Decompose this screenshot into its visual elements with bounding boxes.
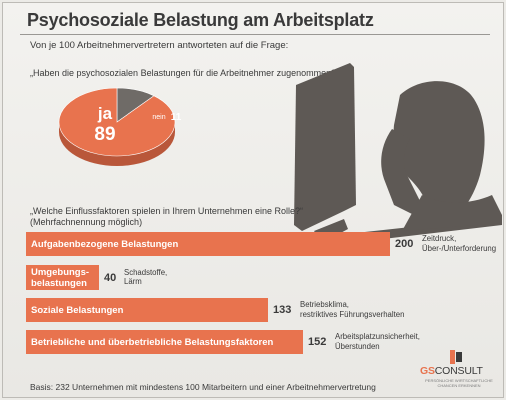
bar-label: Aufgabenbezogene Belastungen: [31, 238, 179, 250]
bar-label: Umgebungs- belastungen: [31, 266, 90, 289]
logo-mark-icon: [450, 350, 462, 364]
bar-value: 40: [104, 271, 117, 284]
bar-note: Betriebsklima, restriktives Führungsverh…: [300, 300, 405, 319]
bar-label: Betriebliche und überbetriebliche Belast…: [31, 336, 274, 348]
title-divider: [20, 34, 490, 35]
subtitle: Von je 100 Arbeitnehmervertretern antwor…: [30, 40, 289, 51]
pie-value-ja: 89: [94, 124, 115, 145]
footnote-basis: Basis: 232 Unternehmen mit mindestens 10…: [30, 382, 376, 392]
bar-1: Aufgabenbezogene Belastungen: [26, 232, 390, 256]
bar-label: Soziale Belastungen: [31, 304, 124, 316]
bar-note: Schadstoffe, Lärm: [124, 267, 168, 287]
question-1: „Haben die psychosozialen Belastungen fü…: [30, 68, 340, 78]
pie-slice-ja: [58, 87, 176, 157]
bar-3: Soziale Belastungen: [26, 298, 268, 322]
pie-label-nein: nein: [152, 114, 165, 121]
bar-4: Betriebliche und überbetriebliche Belast…: [26, 330, 303, 354]
bar-2: Umgebungs- belastungen: [26, 265, 99, 290]
gsconsult-logo: GSCONSULT PERSÖNLICHE WIRTSCHAFTLICHE CH…: [420, 350, 493, 394]
bar-note: Arbeitsplatzunsicherheit, Überstunden: [335, 332, 420, 351]
bar-value: 133: [273, 304, 292, 316]
page-title: Psychosoziale Belastung am Arbeitsplatz: [27, 10, 374, 30]
pie-value-nein: 11: [171, 112, 182, 123]
bar-value: 152: [308, 336, 327, 348]
bar-value: 200: [395, 238, 414, 250]
bar-note: Zeitdruck, Über-/Unterforderung: [422, 234, 497, 253]
logo-tagline: PERSÖNLICHE WIRTSCHAFTLICHE CHANCEN ERKE…: [425, 378, 493, 388]
logo-wordmark: GSCONSULT: [420, 365, 483, 377]
question-2: „Welche Einflussfaktoren spielen in Ihre…: [30, 206, 303, 227]
pie-label-ja: ja: [97, 104, 113, 123]
